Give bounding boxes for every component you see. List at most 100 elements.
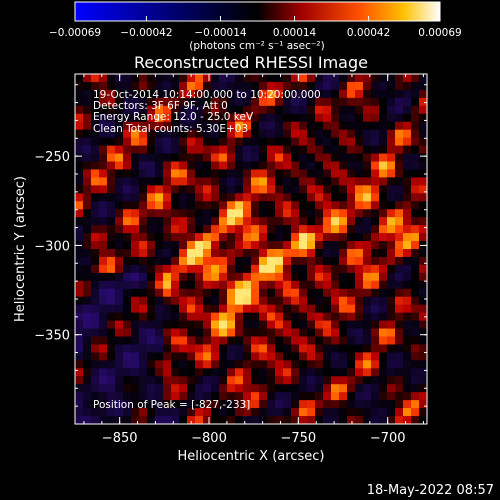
heatmap-cell — [347, 105, 356, 115]
heatmap-cell — [99, 376, 108, 385]
heatmap-cell — [275, 161, 284, 171]
heatmap-cell — [291, 193, 300, 202]
heatmap-cell — [123, 296, 132, 306]
heatmap-cell — [411, 217, 420, 226]
heatmap-cell — [387, 97, 396, 107]
heatmap-cell — [259, 272, 268, 282]
heatmap-cell — [235, 233, 244, 242]
heatmap-cell — [275, 352, 284, 361]
heatmap-cell — [419, 352, 427, 361]
heatmap-cell — [395, 97, 404, 107]
heatmap-cell — [283, 169, 292, 179]
heatmap-cell — [267, 344, 276, 354]
heatmap-cell — [411, 97, 420, 107]
heatmap-cell — [339, 217, 348, 226]
heatmap-cell — [203, 296, 212, 306]
heatmap-cell — [347, 352, 356, 361]
heatmap-cell — [227, 177, 236, 186]
heatmap-cell — [115, 272, 124, 282]
heatmap-cell — [99, 233, 108, 242]
heatmap-cell — [267, 368, 276, 377]
heatmap-cell — [363, 81, 372, 91]
heatmap-cell — [211, 153, 220, 163]
heatmap-cell — [403, 209, 412, 218]
heatmap-cell — [131, 272, 140, 282]
heatmap-cell — [291, 336, 300, 346]
heatmap-cell — [155, 328, 164, 338]
heatmap-cell — [419, 193, 427, 202]
heatmap-cell — [139, 336, 148, 346]
heatmap-cell — [267, 169, 276, 179]
heatmap-cell — [187, 241, 196, 250]
heatmap-cell — [235, 113, 244, 123]
heatmap-cell — [291, 249, 300, 258]
heatmap-cell — [195, 392, 204, 401]
heatmap-cell — [307, 280, 316, 290]
heatmap-cell — [211, 280, 220, 290]
heatmap-cell — [235, 225, 244, 234]
heatmap-cell — [211, 74, 220, 83]
heatmap-cell — [219, 336, 228, 346]
annotation-detectors: Detectors: 3F 6F 9F, Att 0 — [93, 100, 228, 112]
heatmap-cell — [195, 264, 204, 274]
heatmap-cell — [323, 225, 332, 234]
heatmap-cell — [387, 344, 396, 354]
heatmap-cell — [155, 169, 164, 179]
heatmap-cell — [91, 201, 100, 210]
heatmap-cell — [371, 312, 380, 322]
heatmap-cell — [299, 97, 308, 107]
heatmap-cell — [363, 225, 372, 234]
heatmap-cell — [219, 360, 228, 369]
heatmap-cell — [243, 129, 252, 139]
heatmap-cell — [115, 225, 124, 234]
heatmap-cell — [267, 336, 276, 346]
heatmap-cell — [75, 376, 84, 385]
heatmap-cell — [291, 368, 300, 377]
heatmap-cell — [419, 328, 427, 338]
heatmap-cell — [403, 169, 412, 179]
heatmap-cell — [331, 296, 340, 306]
heatmap-cell — [291, 352, 300, 361]
heatmap-cell — [123, 400, 132, 409]
heatmap-cell — [251, 249, 260, 258]
heatmap-cell — [323, 376, 332, 385]
heatmap-cell — [403, 193, 412, 202]
heatmap-cell — [83, 328, 92, 338]
heatmap-cell — [211, 185, 220, 194]
heatmap-cell — [115, 384, 124, 393]
heatmap-cell — [259, 368, 268, 377]
heatmap-cell — [115, 368, 124, 377]
heatmap-cell — [403, 272, 412, 282]
heatmap-cell — [259, 185, 268, 194]
heatmap-cell — [355, 233, 364, 242]
heatmap-cell — [275, 177, 284, 186]
heatmap-cell — [251, 177, 260, 186]
heatmap-cell — [411, 304, 420, 314]
heatmap-cell — [75, 352, 84, 361]
heatmap-cell — [299, 280, 308, 290]
heatmap-cell — [363, 416, 372, 424]
heatmap-cell — [419, 137, 427, 147]
heatmap-cell — [115, 280, 124, 290]
heatmap-cell — [291, 153, 300, 163]
heatmap-cell — [179, 296, 188, 306]
heatmap-cell — [307, 304, 316, 314]
heatmap-cell — [419, 264, 427, 274]
heatmap-cell — [83, 368, 92, 377]
heatmap-cell — [331, 328, 340, 338]
heatmap-cell — [339, 296, 348, 306]
heatmap-cell — [195, 145, 204, 155]
heatmap-cell — [91, 328, 100, 338]
heatmap-cell — [211, 384, 220, 393]
heatmap-cell — [403, 249, 412, 258]
heatmap-cell — [347, 256, 356, 266]
heatmap-cell — [323, 233, 332, 242]
heatmap-cell — [275, 185, 284, 194]
heatmap-cell — [179, 408, 188, 417]
heatmap-cell — [179, 121, 188, 131]
heatmap-cell — [83, 256, 92, 266]
heatmap-cell — [379, 368, 388, 377]
heatmap-cell — [355, 288, 364, 298]
heatmap-cell — [379, 225, 388, 234]
heatmap-cell — [75, 217, 84, 226]
